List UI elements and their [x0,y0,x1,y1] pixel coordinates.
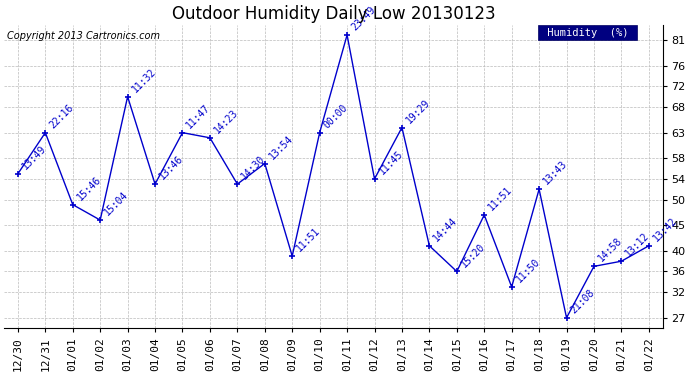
Text: 14:58: 14:58 [596,236,624,264]
Text: 13:12: 13:12 [624,231,651,259]
Text: 22:16: 22:16 [48,102,75,130]
Text: Copyright 2013 Cartronics.com: Copyright 2013 Cartronics.com [8,31,161,41]
Text: 13:42: 13:42 [651,215,679,243]
Text: 11:47: 11:47 [185,102,213,130]
Text: 23:49: 23:49 [349,4,377,32]
Text: 13:49: 13:49 [20,143,48,171]
Text: 11:45: 11:45 [377,148,404,176]
Text: 13:46: 13:46 [157,154,185,182]
Text: 14:23: 14:23 [212,107,240,135]
Text: 13:43: 13:43 [541,159,569,187]
Title: Outdoor Humidity Daily Low 20130123: Outdoor Humidity Daily Low 20130123 [172,5,495,23]
Text: 11:51: 11:51 [486,184,514,212]
Text: 13:54: 13:54 [267,133,295,161]
Text: 15:04: 15:04 [102,190,130,217]
Text: 14:44: 14:44 [431,215,460,243]
Text: 15:46: 15:46 [75,174,103,202]
Text: 14:30: 14:30 [239,154,268,182]
Text: 11:51: 11:51 [295,226,322,254]
Text: 19:29: 19:29 [404,97,432,125]
Text: 15:20: 15:20 [459,241,487,269]
Text: 11:50: 11:50 [514,256,542,284]
Text: 21:08: 21:08 [569,287,597,315]
Text: Humidity  (%): Humidity (%) [541,28,635,38]
Text: 00:00: 00:00 [322,102,350,130]
Text: 11:32: 11:32 [130,66,157,94]
